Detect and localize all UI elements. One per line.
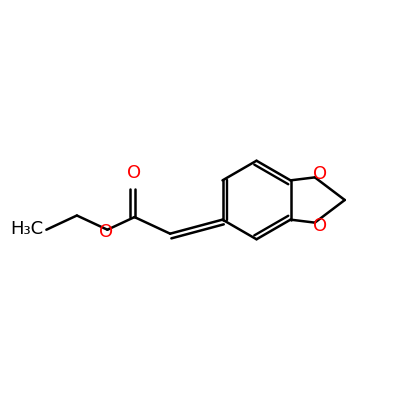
Text: H₃C: H₃C [10,220,43,238]
Text: O: O [128,164,142,182]
Text: O: O [313,217,327,235]
Text: O: O [99,222,113,240]
Text: O: O [313,165,327,183]
